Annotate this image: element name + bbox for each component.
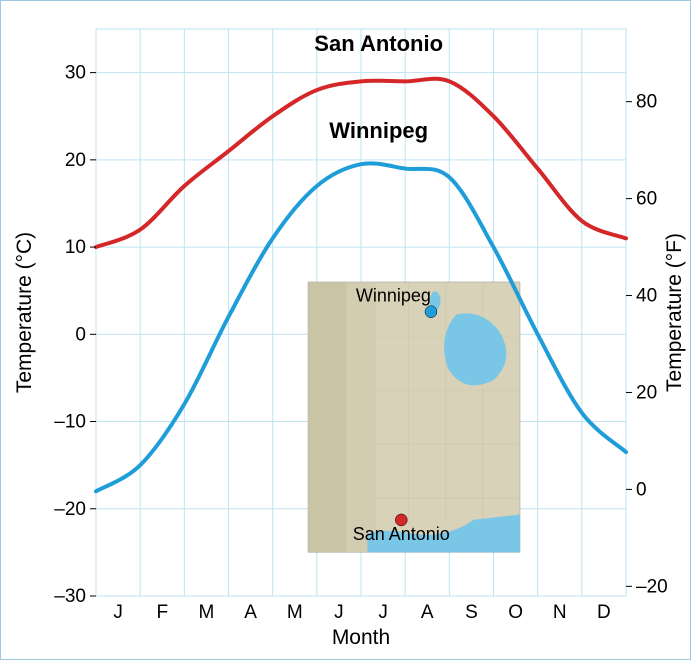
x-title: Month	[332, 626, 390, 649]
city-marker-winnipeg	[425, 306, 437, 318]
x-tick: J	[113, 602, 123, 623]
x-tick: J	[378, 602, 388, 623]
x-tick: F	[156, 602, 168, 623]
y-left-tick: 0	[75, 324, 86, 345]
x-tick: M	[287, 602, 303, 623]
x-tick: O	[508, 602, 523, 623]
x-tick: S	[465, 602, 478, 623]
y-left-tick: 20	[65, 150, 86, 171]
y-right-tick: –20	[636, 576, 668, 597]
city-label: Winnipeg	[356, 286, 431, 306]
series-label: San Antonio	[314, 31, 443, 56]
x-tick: A	[244, 602, 257, 623]
chart-inner: Winnipeg San Antonio San Antonio Winnipeg –3…	[0, 0, 691, 660]
y-left-title: Temperature (°C)	[13, 232, 36, 393]
x-tick: N	[553, 602, 567, 623]
series-label: Winnipeg	[329, 118, 428, 143]
y-right-title: Temperature (°F)	[663, 233, 686, 392]
y-right-tick: 40	[636, 286, 657, 307]
x-tick: M	[199, 602, 215, 623]
y-right-tick: 60	[636, 189, 657, 210]
y-left-tick: –20	[54, 499, 86, 520]
temperature-chart: Winnipeg San Antonio San Antonio Winnipeg –3…	[1, 1, 690, 659]
y-right-tick: 0	[636, 479, 647, 500]
y-left-tick: 10	[65, 237, 86, 258]
y-right-tick: 20	[636, 382, 657, 403]
city-label: San Antonio	[353, 524, 450, 544]
x-tick: D	[597, 602, 611, 623]
y-left-tick: 30	[65, 63, 86, 84]
y-left-tick: –10	[54, 412, 86, 433]
x-tick: A	[421, 602, 434, 623]
x-tick: J	[334, 602, 344, 623]
chart-frame: Winnipeg San Antonio San Antonio Winnipeg –3…	[0, 0, 695, 664]
y-right-tick: 80	[636, 92, 657, 113]
y-left-tick: –30	[54, 586, 86, 607]
inset-map: Winnipeg San Antonio	[308, 282, 520, 552]
